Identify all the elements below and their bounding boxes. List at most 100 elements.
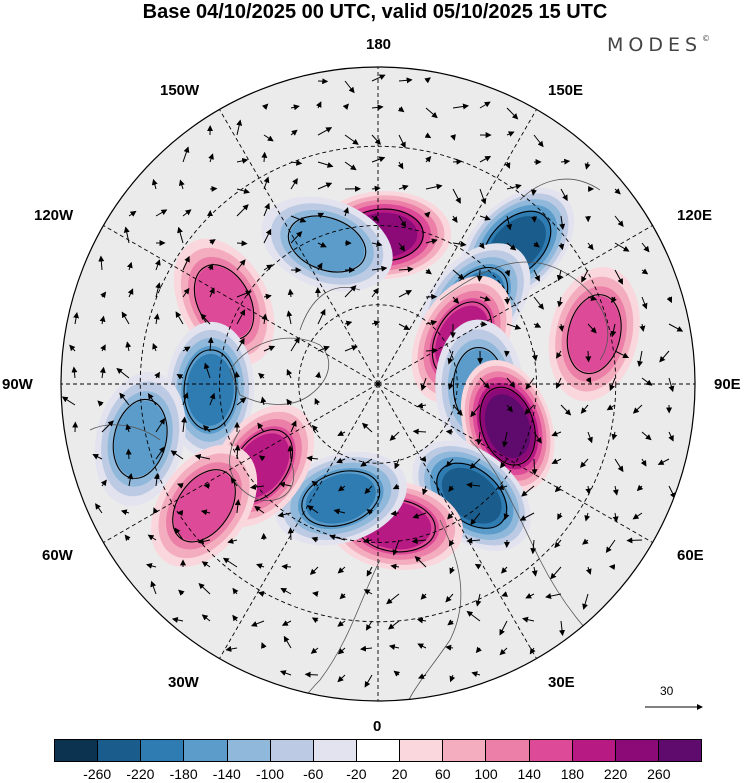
colorbar-tick-label: 60	[435, 766, 451, 782]
wind-vector	[390, 510, 400, 517]
wind-vector	[317, 127, 333, 136]
wind-vector	[366, 509, 374, 516]
wind-vector	[344, 345, 358, 352]
wind-vector	[209, 287, 215, 298]
wind-vector	[69, 344, 76, 352]
wind-vector	[290, 215, 307, 223]
colorbar-tick-label: 220	[603, 766, 628, 782]
wind-vector	[474, 563, 482, 570]
wind-vector	[585, 350, 592, 363]
wind-vector	[452, 103, 469, 110]
wind-vector	[203, 482, 211, 489]
wind-vector	[277, 511, 292, 518]
wind-vector	[504, 296, 511, 305]
wind-vector	[559, 620, 566, 637]
wind-vector	[175, 311, 184, 325]
vector-scale-label: 30	[660, 684, 674, 698]
wind-vector	[200, 509, 211, 516]
colorbar-tick-label: -220	[126, 766, 155, 782]
wind-vector	[611, 296, 617, 304]
wind-vector	[207, 336, 214, 352]
wind-vector	[236, 259, 246, 271]
wind-vector	[182, 209, 192, 217]
latitude-circle	[219, 225, 537, 543]
wind-vector	[317, 308, 326, 325]
wind-vector	[610, 323, 617, 338]
anomaly-scandinavia-low	[274, 451, 407, 546]
wind-vector	[470, 404, 481, 418]
wind-vector	[360, 645, 373, 652]
wind-vector	[587, 323, 597, 334]
wind-vector	[371, 134, 381, 145]
colorbar-tick-label: -100	[255, 766, 285, 782]
wind-vector	[499, 647, 508, 656]
wind-vector	[234, 499, 241, 514]
wind-vector	[632, 404, 643, 414]
wind-vector	[317, 161, 334, 168]
wind-vector	[668, 485, 676, 499]
wind-vector	[525, 377, 535, 390]
wind-vector	[499, 458, 508, 469]
wind-vector	[147, 393, 157, 406]
brand-mark: ©	[702, 34, 711, 43]
wind-vector	[366, 566, 373, 577]
wind-vector	[101, 420, 114, 433]
wind-vector	[290, 104, 300, 111]
wind-vector	[236, 309, 246, 325]
wind-vector	[506, 183, 522, 190]
wind-vector	[560, 158, 571, 165]
wind-vector	[200, 313, 211, 325]
wind-vector	[411, 538, 427, 544]
wind-vector	[452, 188, 461, 204]
colorbar-tick-label: 180	[560, 766, 585, 782]
wind-vector	[632, 512, 643, 520]
wind-vector	[580, 458, 589, 468]
wind-vector	[95, 503, 103, 514]
wind-vector	[174, 527, 184, 541]
wind-vector	[587, 242, 594, 251]
wind-vector	[371, 185, 381, 192]
wind-vector	[258, 455, 266, 462]
wind-vector	[290, 420, 297, 433]
wind-vector	[641, 431, 652, 441]
wind-vector	[227, 538, 238, 544]
wind-vector	[425, 347, 439, 354]
wind-vector	[447, 512, 454, 520]
wind-vector	[448, 377, 454, 390]
wind-vector	[336, 457, 346, 464]
colorbar-segment	[55, 740, 99, 761]
wind-vector	[201, 614, 211, 622]
wind-vector	[445, 644, 454, 651]
wind-vector	[333, 508, 346, 515]
wind-vector	[452, 404, 463, 416]
wind-vector	[127, 473, 134, 487]
wind-vector	[290, 129, 298, 136]
wind-vector	[177, 226, 184, 244]
wind-vector	[61, 396, 76, 406]
wind-vector	[614, 215, 624, 227]
wind-vector	[424, 211, 431, 218]
wind-vector	[533, 431, 542, 444]
wind-vector	[176, 483, 184, 489]
wind-vector	[556, 350, 562, 359]
wind-vector	[386, 593, 400, 605]
wind-vector	[390, 563, 400, 570]
lon-label-0: 0	[373, 718, 382, 735]
wind-vector	[475, 646, 482, 654]
wind-vector	[317, 182, 333, 190]
wind-vector	[128, 210, 137, 217]
wind-vector	[261, 642, 267, 649]
wind-vector	[290, 336, 300, 352]
wind-vector	[581, 269, 589, 283]
wind-vector	[556, 269, 563, 282]
wind-vector	[310, 647, 319, 654]
wind-vector	[452, 296, 460, 304]
wind-vector	[364, 485, 373, 494]
wind-vector	[337, 674, 346, 683]
wind-vector	[533, 241, 540, 248]
wind-vector	[371, 104, 384, 111]
wind-vector	[479, 188, 487, 205]
wind-vector	[71, 366, 78, 379]
wind-vector	[522, 616, 535, 623]
colorbar-segment	[443, 740, 487, 761]
